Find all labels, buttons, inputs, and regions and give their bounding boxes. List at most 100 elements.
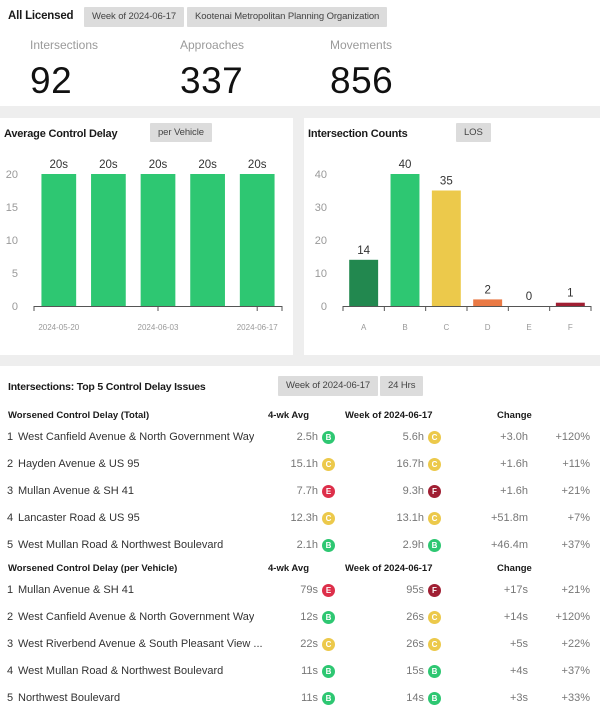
data-label: 40 (399, 159, 412, 171)
row-rank: 2 (7, 458, 14, 470)
week-value: 16.7h (396, 458, 424, 470)
change-value: +17s (503, 584, 528, 596)
los-toggle[interactable]: LOS (456, 123, 491, 142)
y-tick-label: 30 (315, 202, 327, 214)
x-tick-label: E (526, 323, 531, 332)
control-delay-issues-panel: Intersections: Top 5 Control Delay Issue… (0, 366, 600, 725)
four-week-average: 2.5h (296, 431, 318, 443)
y-tick-label: 5 (12, 268, 18, 280)
summary-panel: All Licensed Week of 2024-06-17 Kootenai… (0, 0, 600, 106)
los-badge-avg: B (322, 665, 335, 678)
data-label: 2 (484, 284, 490, 296)
bar-A (349, 259, 379, 306)
table-row[interactable]: 5 West Mullan Road & Northwest Boulevard 2… (0, 539, 600, 559)
table-row[interactable]: 2 Hayden Avenue & US 95 15.1h C 16.7h C +1.6h +… (0, 458, 600, 478)
bar-D (473, 299, 503, 306)
section-heading: Worsened Control Delay (per Vehicle) (8, 563, 178, 574)
four-week-average: 12s (300, 611, 318, 623)
page-title: All Licensed (8, 10, 74, 22)
x-tick-label: B (402, 323, 407, 332)
intersection-name: West Canfield Avenue & North Government … (18, 611, 255, 623)
week-value: 95s (406, 584, 424, 596)
stat-label-intersections: Intersections (30, 38, 99, 52)
organization-filter-tag[interactable]: Kootenai Metropolitan Planning Organizat… (187, 7, 388, 27)
bar-C (431, 190, 461, 306)
los-badge-avg: C (322, 512, 335, 525)
los-badge-week: C (428, 431, 441, 444)
change-value: +3s (509, 692, 528, 704)
los-badge-week: B (428, 665, 441, 678)
intersection-name: West Canfield Avenue & North Government … (18, 431, 255, 443)
change-percent: +120% (555, 611, 590, 623)
los-badge-avg: B (322, 539, 335, 552)
table-row[interactable]: 3 West Riverbend Avenue & South Pleasant … (0, 638, 600, 658)
los-badge-avg: B (322, 692, 335, 705)
change-percent: +22% (561, 638, 590, 650)
change-percent: +37% (561, 539, 590, 551)
table-week-tag[interactable]: Week of 2024-06-17 (278, 376, 379, 396)
x-tick-label: F (568, 323, 573, 332)
intersection-name: Mullan Avenue & SH 41 (18, 485, 134, 497)
column-header-week: Week of 2024-06-17 (345, 410, 433, 421)
x-tick-label: C (443, 323, 449, 332)
average-control-delay-title: Average Control Delay (4, 128, 118, 140)
bar-F (555, 302, 585, 306)
change-percent: +11% (562, 458, 590, 470)
data-label: 14 (357, 245, 370, 257)
change-value: +46.4m (491, 539, 528, 551)
table-row[interactable]: 1 Mullan Avenue & SH 41 79s E 95s F +17s +21% (0, 584, 600, 604)
column-header-week: Week of 2024-06-17 (345, 563, 433, 574)
change-percent: +7% (567, 512, 590, 524)
table-row[interactable]: 3 Mullan Avenue & SH 41 7.7h E 9.3h F +1.6h +21… (0, 485, 600, 505)
row-rank: 3 (7, 485, 14, 497)
los-badge-avg: C (322, 638, 335, 651)
average-control-delay-panel: Average Control Delay per Vehicle 0 5 10 15… (0, 118, 293, 355)
data-label: 35 (440, 176, 453, 188)
section-header: Worsened Control Delay (Total) 4-wk Avg We… (0, 410, 600, 426)
four-week-average: 11s (301, 692, 318, 704)
four-week-average: 2.1h (296, 539, 318, 551)
column-header-4wk-avg: 4-wk Avg (268, 563, 310, 574)
week-value: 26s (406, 611, 424, 623)
row-rank: 5 (7, 692, 14, 704)
los-badge-avg: E (322, 485, 335, 498)
table-row[interactable]: 4 Lancaster Road & US 95 12.3h C 13.1h C +51.8… (0, 512, 600, 532)
change-value: +5s (509, 638, 528, 650)
data-label: 20s (248, 159, 267, 171)
stat-value-movements: 856 (330, 60, 394, 101)
week-value: 9.3h (402, 485, 424, 497)
change-value: +14s (503, 611, 528, 623)
intersection-name: West Mullan Road & Northwest Boulevard (18, 665, 224, 677)
table-row[interactable]: 2 West Canfield Avenue & North Government… (0, 611, 600, 631)
data-label: 20s (50, 159, 69, 171)
los-badge-week: B (428, 539, 441, 552)
per-vehicle-toggle[interactable]: per Vehicle (150, 123, 212, 142)
table-row[interactable]: 1 West Canfield Avenue & North Government… (0, 431, 600, 451)
row-rank: 2 (7, 611, 14, 623)
week-filter-tag[interactable]: Week of 2024-06-17 (84, 7, 185, 27)
los-badge-week: F (428, 584, 441, 597)
y-tick-label: 20 (6, 169, 18, 181)
table-period-tag[interactable]: 24 Hrs (380, 376, 424, 396)
row-rank: 4 (7, 665, 14, 677)
data-label: 0 (526, 291, 532, 303)
four-week-average: 79s (300, 584, 318, 596)
y-tick-label: 10 (6, 235, 18, 247)
column-header-change: Change (497, 410, 532, 421)
table-row[interactable]: 4 West Mullan Road & Northwest Boulevard 1… (0, 665, 600, 685)
y-tick-label: 0 (12, 301, 18, 313)
los-badge-avg: E (322, 584, 335, 597)
week-value: 15s (406, 665, 424, 677)
change-percent: +120% (555, 431, 590, 443)
stat-value-intersections: 92 (30, 60, 73, 101)
bar-2024-05-27 (91, 174, 126, 306)
four-week-average: 11s (301, 665, 318, 677)
y-tick-label: 10 (315, 268, 327, 280)
average-control-delay-chart: 0 5 10 15 20 20s 20s 20s 20s 20s 2024-05-20 2024-06… (6, 159, 283, 332)
change-value: +51.8m (491, 512, 528, 524)
x-tick-label: 2024-06-03 (138, 323, 179, 332)
four-week-average: 12.3h (290, 512, 318, 524)
intersection-name: Mullan Avenue & SH 41 (18, 584, 134, 596)
table-row[interactable]: 5 Northwest Boulevard 11s B 14s B +3s +33% (0, 692, 600, 712)
